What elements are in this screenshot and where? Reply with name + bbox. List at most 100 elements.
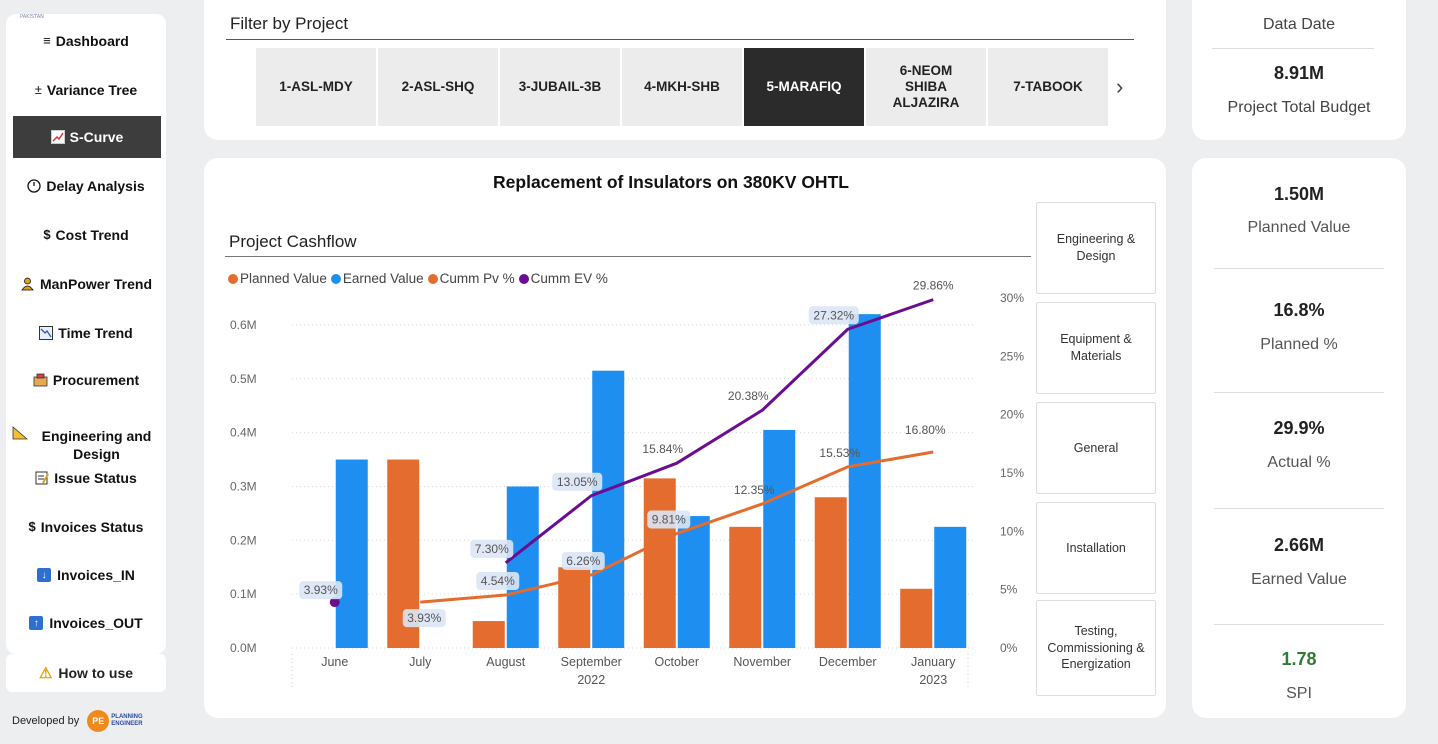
divider [1214, 508, 1384, 509]
y-left-tick: 0.3M [230, 479, 257, 493]
y-right-tick: 15% [1000, 466, 1024, 480]
chart-line-icon [50, 130, 65, 144]
nav-invoices-status[interactable]: $ Invoices Status [12, 506, 160, 548]
data-label-ev: 27.32% [813, 308, 854, 322]
nav-label: Time Trend [58, 324, 133, 341]
legend-item[interactable]: Cumm EV % [518, 271, 608, 286]
divider [1214, 624, 1384, 625]
category-installation[interactable]: Installation [1036, 502, 1156, 594]
project-tab-6[interactable]: 6-NEOM SHIBA ALJAZIRA [866, 48, 986, 126]
nav-label: Invoices_OUT [49, 614, 143, 631]
bar-planned-value [729, 526, 762, 648]
point-cumm-ev [329, 597, 340, 608]
arrow-up-icon: ↑ [29, 616, 44, 630]
data-label-pv: 16.80% [905, 423, 946, 437]
data-label-pv: 3.93% [407, 611, 441, 625]
legend-item[interactable]: Cumm Pv % [427, 271, 515, 286]
project-tab-7[interactable]: 7-TABOOK [988, 48, 1108, 126]
project-tab-4[interactable]: 4-MKH-SHB [622, 48, 742, 126]
x-tick-label: December [819, 655, 877, 669]
brand-text: PAKISTAN [20, 14, 44, 20]
x-year-label: 2022 [577, 673, 605, 687]
plus-minus-icon: ± [34, 81, 42, 97]
nav-label: Engineering and Design [41, 427, 152, 462]
nav-engineering-design[interactable]: Engineering and Design [12, 422, 160, 468]
warning-icon: ⚠ [38, 665, 53, 682]
project-tab-5[interactable]: 5-MARAFIQ [744, 48, 864, 126]
bar-earned-value [763, 429, 796, 648]
cashflow-chart: 0.0M 0.1M 0.2M 0.3M 0.4M 0.5M 0.6M 0% 5% 10% 15% 20… [230, 279, 1024, 690]
chart-title: Replacement of Insulators on 380KV OHTL [493, 172, 849, 192]
x-tick-label: January [911, 655, 956, 669]
legend-dot [228, 273, 238, 284]
nav-invoices-in[interactable]: ↓ Invoices_IN [12, 554, 160, 596]
clipboard-icon [33, 373, 48, 387]
x-year-label: 2023 [919, 673, 947, 687]
legend-item[interactable]: Planned Value [228, 271, 327, 286]
earned-value-label: Earned Value [1251, 571, 1347, 588]
bar-earned-value [848, 314, 881, 648]
legend-item[interactable]: Earned Value [330, 271, 424, 286]
project-tab-2[interactable]: 2-ASL-SHQ [378, 48, 498, 126]
chevron-right-icon[interactable]: › [1116, 74, 1124, 99]
project-tab-3[interactable]: 3-JUBAIL-3B [500, 48, 620, 126]
y-left-tick: 0.6M [230, 318, 257, 332]
y-right-tick: 20% [1000, 408, 1024, 422]
nav-label: ManPower Trend [39, 275, 153, 292]
legend-label: Planned Value [240, 271, 327, 286]
earned-value: 2.66M [1273, 535, 1325, 555]
x-tick-label: August [486, 655, 525, 669]
x-tick-label: June [321, 655, 348, 669]
spi-value: 1.78 [1281, 649, 1317, 669]
project-filter-card: Filter by Project 1-ASL-MDY 2-ASL-SHQ 3-… [204, 0, 1166, 140]
category-equipment-materials[interactable]: Equipment & Materials [1036, 302, 1156, 394]
legend-dot [518, 273, 529, 284]
line-cumm-pv [420, 450, 934, 604]
planning-engineer-logo: PE [87, 710, 110, 732]
developed-by-text: Developed by [12, 715, 80, 727]
divider [1214, 392, 1384, 393]
y-right-tick: 25% [1000, 349, 1024, 363]
arrow-down-icon: ↓ [37, 568, 52, 582]
chart-card: Replacement of Insulators on 380KV OHTL … [204, 158, 1166, 718]
nav-label: Variance Tree [46, 81, 138, 98]
y-left-tick: 0.5M [230, 372, 257, 386]
data-label-ev: 3.93% [304, 583, 338, 597]
planned-value-label: Planned Value [1247, 219, 1351, 236]
y-left-tick: 0.0M [230, 641, 257, 655]
dollar-icon: $ [43, 226, 51, 242]
category-general[interactable]: General [1036, 402, 1156, 494]
y-right-tick: 5% [1000, 583, 1018, 597]
nav-delay-analysis[interactable]: Delay Analysis [12, 165, 160, 207]
kpi-card: 1.50M Planned Value 16.8% Planned % 29.9… [1192, 158, 1406, 718]
nav-procurement[interactable]: Procurement [12, 359, 160, 401]
data-label-ev-bg [552, 472, 603, 491]
divider [1214, 268, 1384, 269]
data-label-ev-bg [808, 306, 859, 325]
top-stats-card: Data Date 8.91M Project Total Budget [1192, 0, 1406, 140]
y-left-tick: 0.2M [230, 533, 257, 547]
nav-issue-status[interactable]: Issue Status [12, 457, 160, 499]
nav-invoices-out[interactable]: ↑ Invoices_OUT [12, 602, 160, 644]
project-tab-1[interactable]: 1-ASL-MDY [256, 48, 376, 126]
nav-cost-trend[interactable]: $ Cost Trend [12, 214, 160, 256]
nav-time-trend[interactable]: Time Trend [12, 312, 160, 354]
y-right-tick: 30% [1000, 291, 1024, 305]
data-label-pv: 4.54% [481, 574, 515, 588]
data-label-ev: 7.30% [475, 542, 509, 556]
x-tick-label: July [409, 655, 432, 669]
y-right-tick: 10% [1000, 524, 1024, 538]
bar-earned-value [335, 459, 368, 648]
nav-variance-tree[interactable]: ± Variance Tree [12, 69, 160, 111]
bar-planned-value [814, 497, 847, 648]
how-to-use-button[interactable]: ⚠ How to use [6, 654, 166, 692]
nav-s-curve[interactable]: S-Curve [13, 116, 161, 158]
actual-percent-label: Actual % [1267, 454, 1331, 471]
category-testing-commissioning[interactable]: Testing, Commissioning & Energization [1036, 600, 1156, 696]
category-engineering-design[interactable]: Engineering & Design [1036, 202, 1156, 294]
nav-dashboard[interactable]: ≡ Dashboard [12, 20, 160, 62]
spi-label: SPI [1286, 685, 1312, 702]
nav-manpower-trend[interactable]: ManPower Trend [12, 263, 160, 305]
x-tick-label: October [655, 655, 699, 669]
data-label-pv-bg [402, 609, 446, 628]
